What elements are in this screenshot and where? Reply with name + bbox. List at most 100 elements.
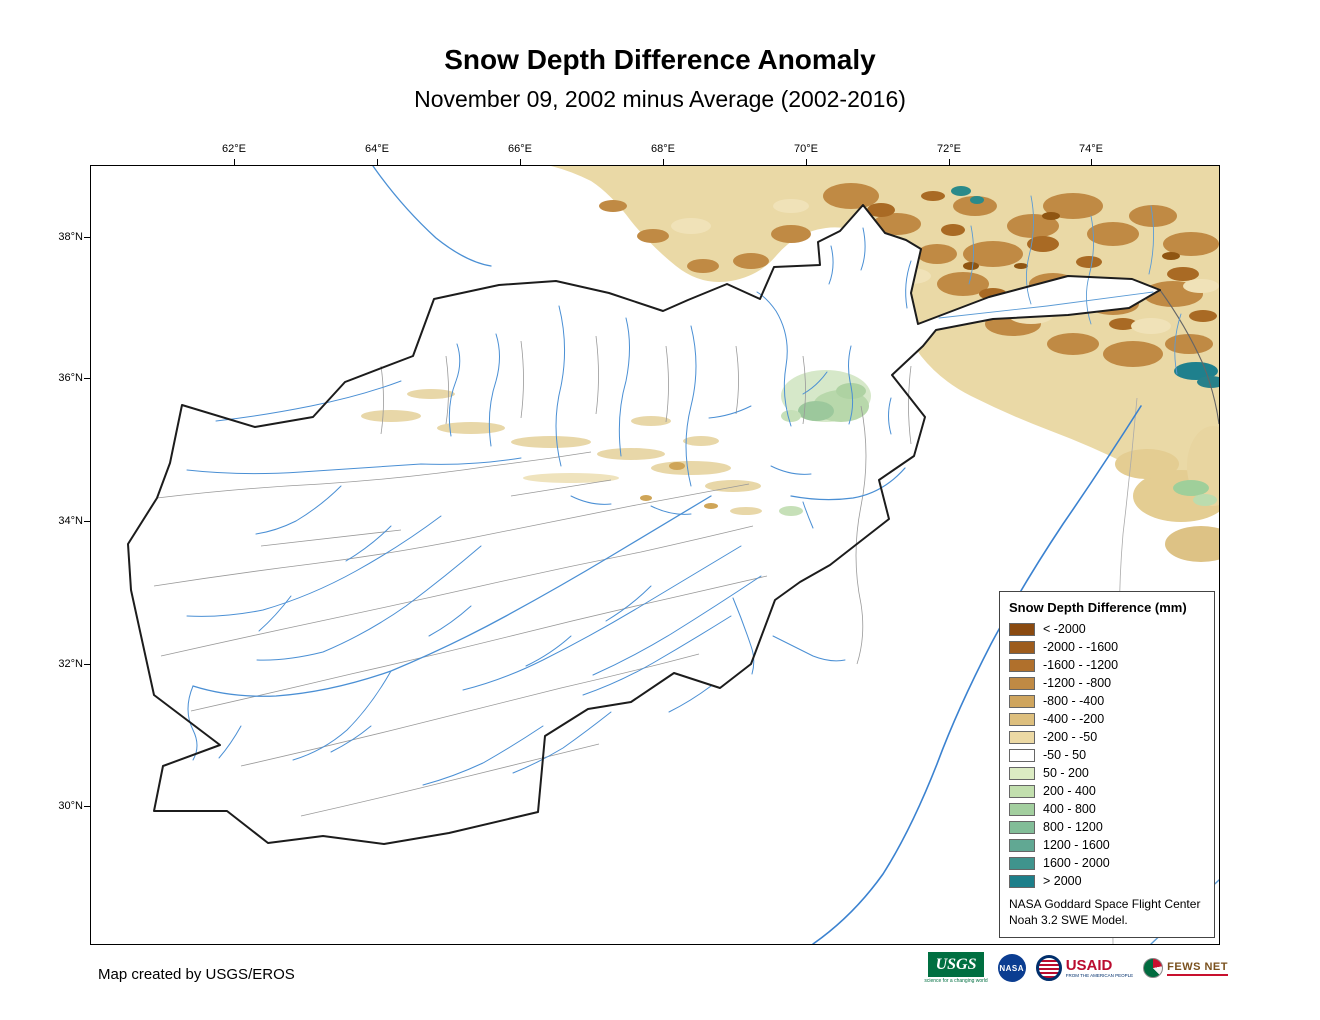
usgs-logo-box: USGS [928, 952, 985, 977]
map-credit: Map created by USGS/EROS [98, 966, 295, 983]
legend-swatch [1009, 640, 1035, 654]
lat-tick [84, 664, 91, 665]
legend-items: < -2000 -2000 - -1600 -1600 - -1200 -1200 -… [1009, 622, 1205, 888]
legend-item-label: 400 - 800 [1043, 802, 1096, 816]
nasa-logo: NASA [997, 954, 1026, 982]
lon-tick [663, 159, 664, 166]
legend-item-label: -800 - -400 [1043, 694, 1105, 708]
legend-swatch [1009, 766, 1035, 780]
legend-swatch [1009, 712, 1035, 726]
legend-item: 800 - 1200 [1009, 820, 1205, 834]
lat-tick [84, 521, 91, 522]
terrain-mottling [599, 183, 1219, 367]
legend-item-label: -1200 - -800 [1043, 676, 1112, 690]
lon-tick [377, 159, 378, 166]
river-lines [186, 227, 912, 786]
legend-item: 50 - 200 [1009, 766, 1205, 780]
legend-item: -200 - -50 [1009, 730, 1205, 744]
legend-item-label: -1600 - -1200 [1043, 658, 1119, 672]
legend-swatch [1009, 802, 1035, 816]
legend-source-line-2: Noah 3.2 SWE Model. [1009, 912, 1128, 927]
legend-swatch [1009, 820, 1035, 834]
lon-tick [806, 159, 807, 166]
legend-item-label: 200 - 400 [1043, 784, 1096, 798]
lat-tick [84, 378, 91, 379]
legend-swatch [1009, 676, 1035, 690]
fewsnet-logo-text: FEWS NET [1167, 961, 1228, 976]
legend-title: Snow Depth Difference (mm) [1009, 600, 1187, 615]
legend-item: -800 - -400 [1009, 694, 1205, 708]
legend-item: 400 - 800 [1009, 802, 1205, 816]
legend-item-label: > 2000 [1043, 874, 1082, 888]
map-canvas [127, 166, 1219, 944]
lat-tick [84, 237, 91, 238]
legend-item-label: 1600 - 2000 [1043, 856, 1110, 870]
legend-item-label: 50 - 200 [1043, 766, 1089, 780]
lat-label: 30°N [58, 800, 83, 812]
fewsnet-globe-icon [1143, 958, 1164, 978]
legend-item: > 2000 [1009, 874, 1205, 888]
usgs-logo-text: USGS [935, 955, 977, 973]
legend-item-label: -400 - -200 [1043, 712, 1105, 726]
legend-item-label: -2000 - -1600 [1043, 640, 1119, 654]
legend-item: -2000 - -1600 [1009, 640, 1205, 654]
legend-item: 1200 - 1600 [1009, 838, 1205, 852]
lon-tick [1091, 159, 1092, 166]
legend-swatch [1009, 874, 1035, 888]
legend: Snow Depth Difference (mm) < -2000 -2000 … [999, 591, 1215, 939]
lon-label: 66°E [508, 143, 532, 155]
legend-item-label: 800 - 1200 [1043, 820, 1103, 834]
legend-item: -1200 - -800 [1009, 676, 1205, 690]
lon-label: 72°E [937, 143, 961, 155]
legend-swatch [1009, 730, 1035, 744]
legend-item: -50 - 50 [1009, 748, 1205, 762]
legend-swatch [1009, 784, 1035, 798]
legend-swatch [1009, 658, 1035, 672]
legend-swatch [1009, 694, 1035, 708]
usgs-logo-tagline: science for a changing world [924, 978, 988, 984]
lat-label: 32°N [58, 658, 83, 670]
legend-source: NASA Goddard Space Flight Center Noah 3.… [1009, 897, 1205, 928]
map-frame: 62°E 64°E 66°E 68°E 70°E 72°E 74°E 38°N … [58, 143, 1220, 945]
legend-item: 1600 - 2000 [1009, 856, 1205, 870]
usaid-logo-words: USAID FROM THE AMERICAN PEOPLE [1066, 958, 1133, 979]
legend-item-label: 1200 - 1600 [1043, 838, 1110, 852]
lat-label: 34°N [58, 515, 83, 527]
page-title: Snow Depth Difference Anomaly [444, 44, 876, 75]
legend-swatch [1009, 856, 1035, 870]
legend-item-label: -200 - -50 [1043, 730, 1098, 744]
usaid-logo-text: USAID [1065, 956, 1113, 974]
lat-label: 38°N [58, 231, 83, 243]
lon-tick [520, 159, 521, 166]
lon-label: 64°E [365, 143, 389, 155]
page-subtitle: November 09, 2002 minus Average (2002-20… [414, 86, 906, 112]
lon-label: 62°E [222, 143, 246, 155]
nasa-logo-text: NASA [999, 963, 1025, 973]
lat-tick [84, 806, 91, 807]
lat-label: 36°N [58, 372, 83, 384]
logo-bar: USGS science for a changing world NASA U… [924, 952, 1228, 984]
legend-swatch [1009, 838, 1035, 852]
lon-tick [949, 159, 950, 166]
lon-label: 68°E [651, 143, 675, 155]
lon-tick [234, 159, 235, 166]
legend-item: < -2000 [1009, 622, 1205, 636]
fewsnet-logo: FEWS NET [1143, 958, 1228, 978]
legend-source-line-1: NASA Goddard Space Flight Center [1009, 897, 1201, 911]
legend-item-label: < -2000 [1043, 622, 1086, 636]
lon-label: 74°E [1079, 143, 1103, 155]
usgs-logo: USGS science for a changing world [924, 952, 988, 984]
legend-swatch [1009, 622, 1035, 636]
lon-label: 70°E [794, 143, 818, 155]
legend-item: -1600 - -1200 [1009, 658, 1205, 672]
usaid-logo: USAID FROM THE AMERICAN PEOPLE [1035, 955, 1133, 981]
terrain-inside-patches [361, 370, 871, 516]
legend-swatch [1009, 748, 1035, 762]
legend-item: 200 - 400 [1009, 784, 1205, 798]
legend-item: -400 - -200 [1009, 712, 1205, 726]
usaid-logo-tagline: FROM THE AMERICAN PEOPLE [1065, 972, 1134, 978]
usaid-emblem-icon [1035, 955, 1062, 981]
legend-item-label: -50 - 50 [1043, 748, 1087, 762]
country-border [127, 204, 1161, 845]
